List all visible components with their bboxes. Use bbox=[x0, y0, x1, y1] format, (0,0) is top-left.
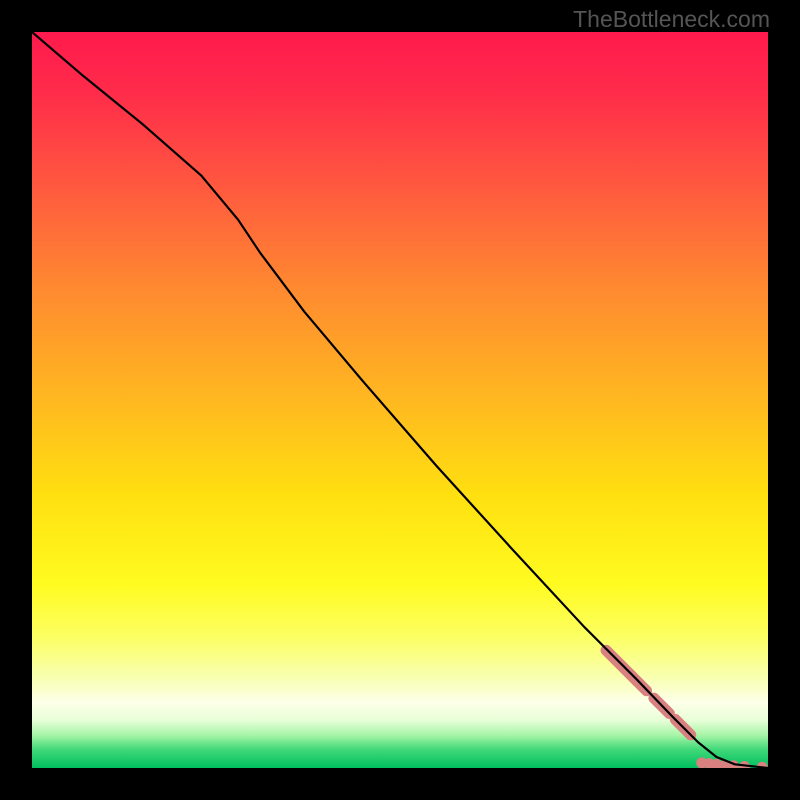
plot-area bbox=[32, 32, 768, 768]
gradient-background bbox=[32, 32, 768, 768]
watermark-text: TheBottleneck.com bbox=[573, 6, 770, 33]
chart-root: TheBottleneck.com bbox=[0, 0, 800, 800]
